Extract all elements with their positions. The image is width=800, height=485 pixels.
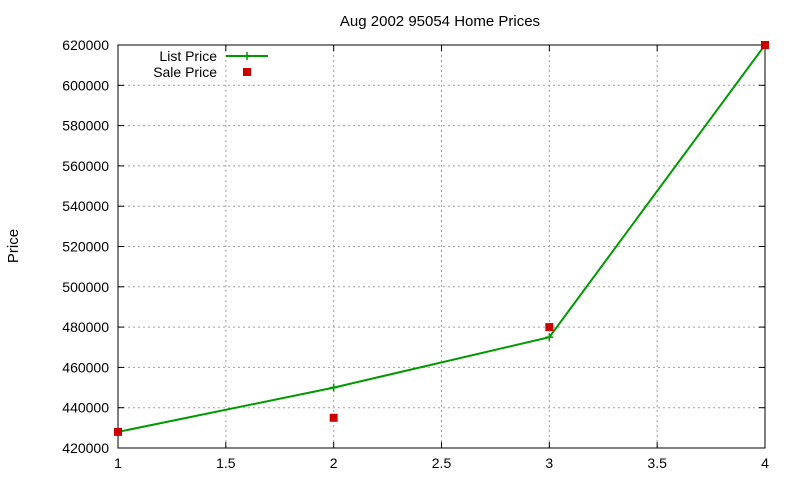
x-tick-label: 3.5 (647, 455, 667, 471)
x-tick-label: 3 (545, 455, 553, 471)
y-tick-label: 560000 (62, 158, 109, 174)
y-tick-label: 500000 (62, 279, 109, 295)
y-tick-label: 540000 (62, 198, 109, 214)
x-tick-label: 4 (761, 455, 769, 471)
data-point-square (329, 413, 338, 422)
x-tick-label: 1.5 (216, 455, 236, 471)
grid-lines (118, 45, 765, 448)
y-tick-label: 460000 (62, 359, 109, 375)
x-tick-labels: 1 1.5 2 2.5 3 3.5 4 (114, 455, 769, 471)
data-point-square (243, 68, 251, 76)
y-tick-label: 600000 (62, 77, 109, 93)
data-point-square (545, 323, 554, 332)
x-tick-label: 1 (114, 455, 122, 471)
legend-label: List Price (159, 48, 217, 64)
x-tick-label: 2.5 (432, 455, 452, 471)
data-point-square (114, 427, 122, 436)
legend-label: Sale Price (153, 64, 217, 80)
series-line (117, 44, 766, 433)
y-tick-labels: 420000 440000 460000 480000 500000 520000 5400… (62, 37, 109, 456)
chart-title: Aug 2002 95054 Home Prices (340, 13, 540, 30)
y-tick-label: 480000 (62, 319, 109, 335)
y-axis-label: Price (5, 229, 22, 263)
data-point-square (761, 41, 769, 49)
data-point-plus (545, 333, 554, 342)
series-sale-price (114, 41, 769, 436)
y-tick-label: 420000 (62, 440, 109, 456)
data-point-plus (243, 52, 251, 60)
data-point-plus (329, 383, 338, 392)
x-tick-label: 2 (330, 455, 338, 471)
y-tick-label: 520000 (62, 239, 109, 255)
data-series (114, 41, 769, 436)
axes (117, 44, 766, 449)
y-tick-label: 620000 (62, 37, 109, 53)
y-tick-label: 440000 (62, 400, 109, 416)
y-tick-label: 580000 (62, 118, 109, 134)
